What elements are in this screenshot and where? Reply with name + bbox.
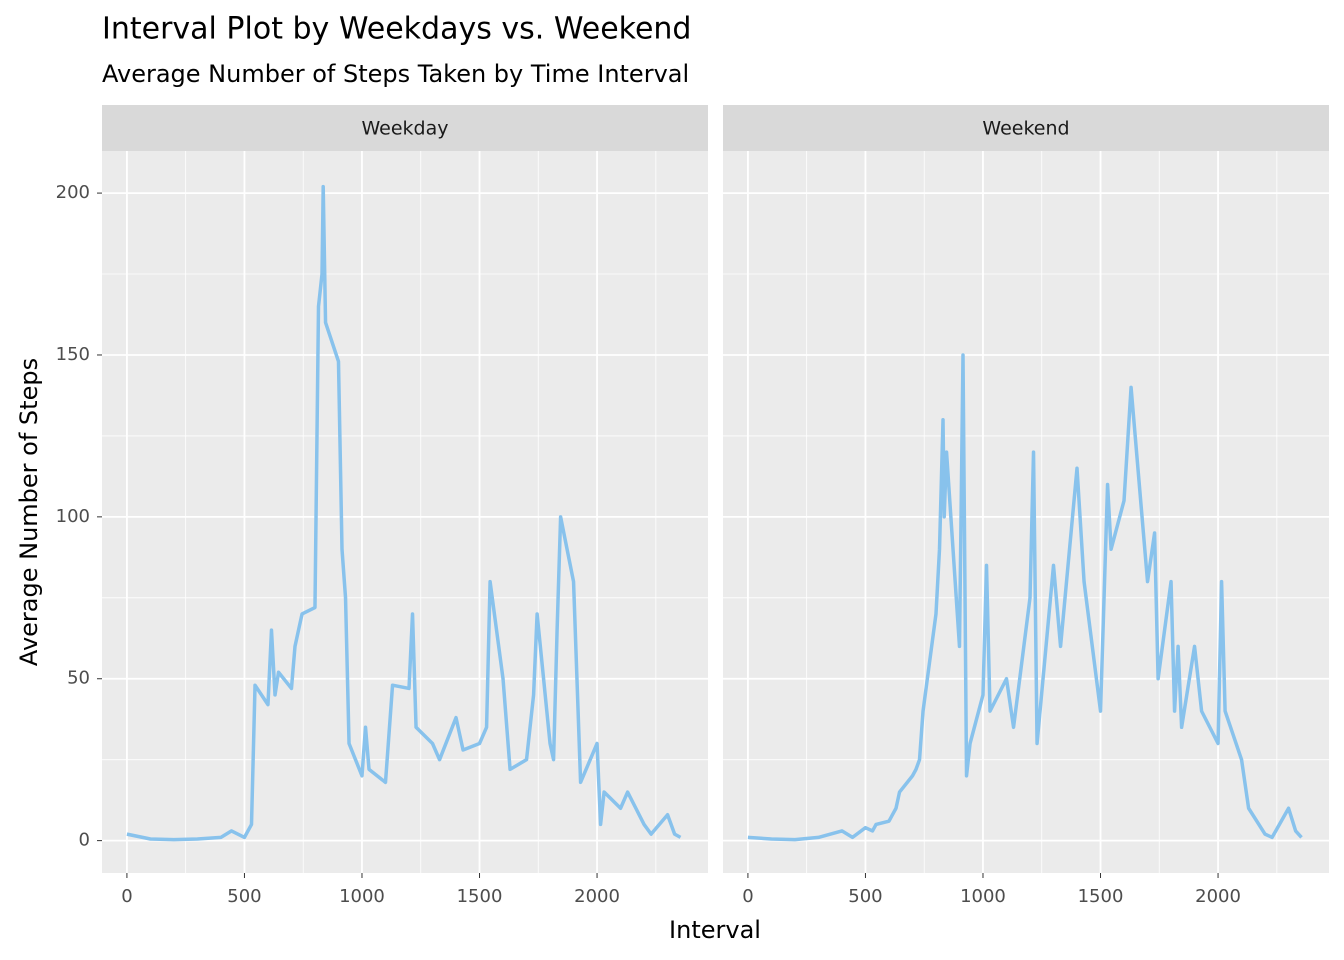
x-tick-label: 500 [227, 886, 261, 907]
x-tick-label: 0 [742, 886, 753, 907]
strip-label: Weekend [982, 118, 1069, 140]
x-tick-label: 500 [848, 886, 882, 907]
x-tick-label: 1000 [339, 886, 385, 907]
data-line [126, 184, 682, 842]
x-axis-title: Interval [669, 916, 761, 944]
data-line [747, 353, 1303, 842]
y-tick-label: 50 [67, 668, 90, 689]
panel-background [723, 151, 1329, 873]
y-tick-label: 200 [56, 182, 90, 203]
strip-label: Weekday [361, 118, 448, 140]
y-tick-label: 100 [56, 506, 90, 527]
panel-background [102, 151, 708, 873]
x-tick-label: 1000 [960, 886, 1006, 907]
strip [723, 105, 1329, 151]
strip [102, 105, 708, 151]
y-axis-title: Average Number of Steps [15, 358, 43, 666]
chart-title: Interval Plot by Weekdays vs. Weekend [102, 12, 691, 47]
chart-subtitle: Average Number of Steps Taken by Time In… [102, 60, 689, 88]
x-tick-label: 2000 [574, 886, 620, 907]
x-tick-label: 1500 [457, 886, 503, 907]
x-tick-label: 1500 [1078, 886, 1124, 907]
x-tick-label: 2000 [1195, 886, 1241, 907]
x-tick-label: 0 [121, 886, 132, 907]
y-tick-label: 0 [79, 830, 90, 851]
y-tick-label: 150 [56, 344, 90, 365]
